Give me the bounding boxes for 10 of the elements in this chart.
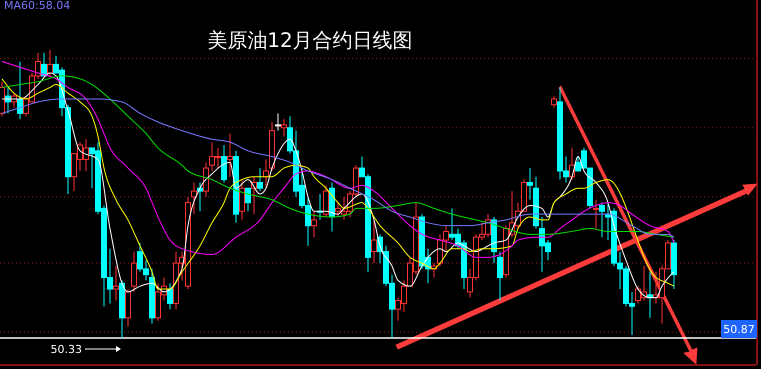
chart-title: 美原油12月合约日线图 <box>207 28 413 52</box>
candlestick <box>113 266 119 302</box>
text: MA60:58.04 <box>4 0 70 12</box>
candlestick <box>227 133 233 178</box>
candlestick <box>371 219 377 264</box>
candlestick <box>191 182 197 215</box>
text: 50.33 <box>50 343 82 356</box>
candlestick <box>527 168 533 200</box>
candlestick <box>281 118 287 137</box>
text: 50.87 <box>723 323 755 336</box>
